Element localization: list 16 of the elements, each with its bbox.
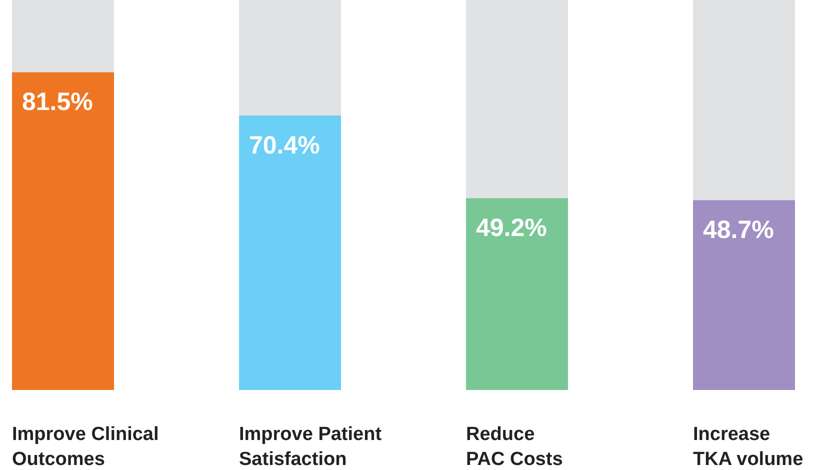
- data-label: 48.7%: [703, 216, 774, 244]
- bar: [239, 0, 341, 116]
- bar: [466, 0, 568, 198]
- data-label: 70.4%: [249, 131, 320, 160]
- bar: [239, 115, 341, 390]
- bar: [466, 198, 568, 390]
- bar: [693, 0, 795, 200]
- x-tick-label: Increase TKA volume: [693, 424, 804, 470]
- data-label: 81.5%: [22, 88, 93, 116]
- bar: [12, 72, 114, 390]
- bar: [12, 0, 114, 72]
- data-label: 49.2%: [476, 214, 547, 242]
- x-tick-label: Improve Patient Satisfaction: [239, 424, 382, 470]
- x-tick-label: Reduce PAC Costs: [466, 424, 563, 470]
- x-tick-label: Improve Clinical Outcomes: [12, 424, 159, 470]
- bar: [693, 200, 795, 390]
